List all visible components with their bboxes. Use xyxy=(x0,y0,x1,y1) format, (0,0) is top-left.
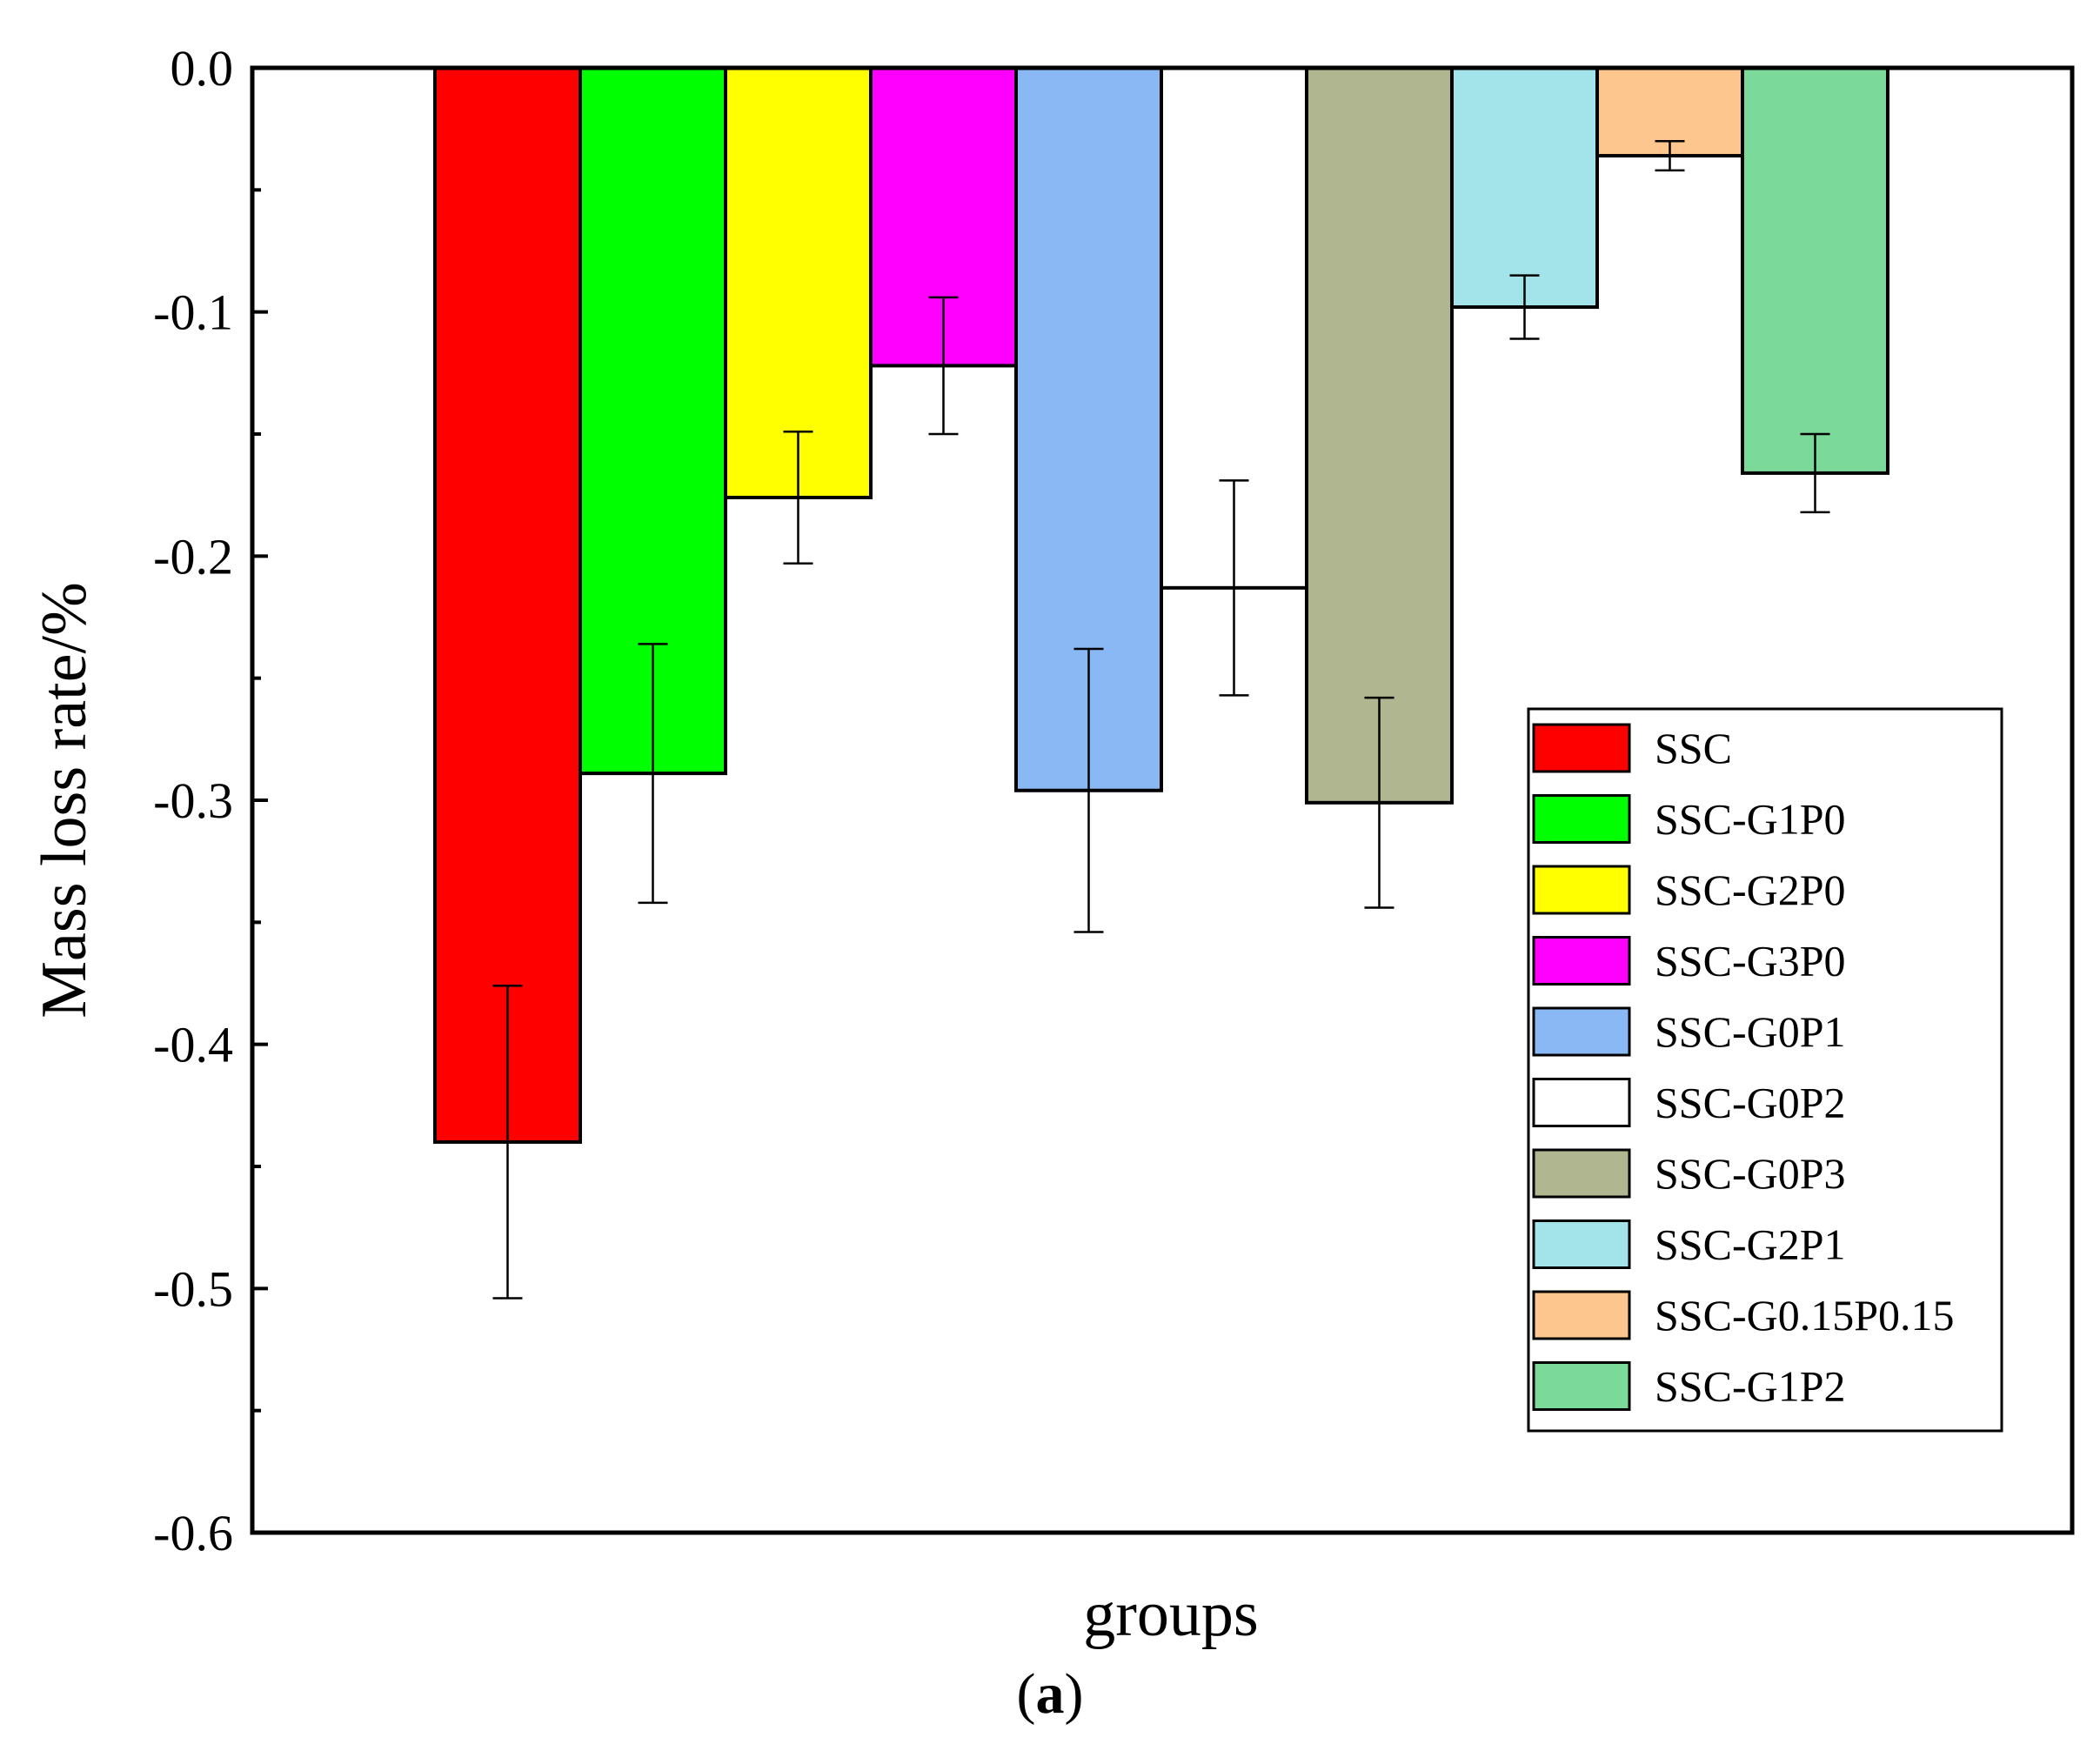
caption-letter: a xyxy=(1035,1662,1065,1726)
legend-swatch xyxy=(1532,865,1631,915)
legend-swatch xyxy=(1532,1078,1631,1127)
legend-swatch xyxy=(1532,1361,1631,1411)
y-axis: 0.0 -0.1 -0.2 -0.3 -0.4 -0.5 -0.6 xyxy=(153,40,268,1561)
legend-label: SSC-G0P1 xyxy=(1655,1007,1846,1056)
y-tick-label: -0.1 xyxy=(153,284,233,341)
legend-label: SSC-G3P0 xyxy=(1655,937,1846,986)
plot-frame xyxy=(250,65,2075,1535)
bar-ssc-g1p2 xyxy=(1741,66,1889,475)
y-tick-label: -0.5 xyxy=(153,1260,233,1317)
error-bars-layer xyxy=(492,139,1830,1300)
legend-label: SSC-G2P0 xyxy=(1655,865,1846,914)
y-tick-label: -0.2 xyxy=(153,528,233,585)
legend-swatch xyxy=(1532,936,1631,986)
y-tick-label: -0.6 xyxy=(153,1505,233,1561)
legend-swatch xyxy=(1532,794,1631,844)
legend-swatch xyxy=(1532,1006,1631,1057)
bar-ssc-g0p3 xyxy=(1305,66,1454,805)
legend: SSC SSC-G1P0 SSC-G2P0 SSC-G3P0 SSC-G0P1 SSC-G… xyxy=(1527,707,2003,1433)
figure-caption: (a) xyxy=(0,1661,2100,1727)
x-axis-title: groups xyxy=(1083,1579,1258,1650)
y-tick-label: -0.4 xyxy=(153,1017,233,1073)
y-tick-label: 0.0 xyxy=(171,40,234,97)
legend-swatch xyxy=(1532,723,1631,773)
bar-ssc-g2p1 xyxy=(1450,66,1599,310)
legend-label: SSC-G1P2 xyxy=(1655,1362,1846,1411)
legend-label: SSC-G2P1 xyxy=(1655,1220,1846,1269)
legend-label: SSC-G1P0 xyxy=(1655,795,1846,844)
y-axis-title: Mass loss rate/% xyxy=(29,582,100,1019)
legend-label: SSC-G0P3 xyxy=(1655,1149,1846,1198)
caption-open: ( xyxy=(1016,1662,1036,1726)
legend-swatch xyxy=(1532,1290,1631,1340)
legend-label: SSC xyxy=(1655,724,1732,772)
y-tick-label: -0.3 xyxy=(153,772,233,829)
bar-ssc xyxy=(433,66,582,1144)
bars-layer xyxy=(433,66,1889,1144)
legend-swatch xyxy=(1532,1148,1631,1199)
legend-swatch xyxy=(1532,1219,1631,1269)
caption-close: ) xyxy=(1064,1662,1084,1726)
legend-label: SSC-G0P2 xyxy=(1655,1079,1846,1127)
legend-label: SSC-G0.15P0.15 xyxy=(1655,1291,1955,1340)
